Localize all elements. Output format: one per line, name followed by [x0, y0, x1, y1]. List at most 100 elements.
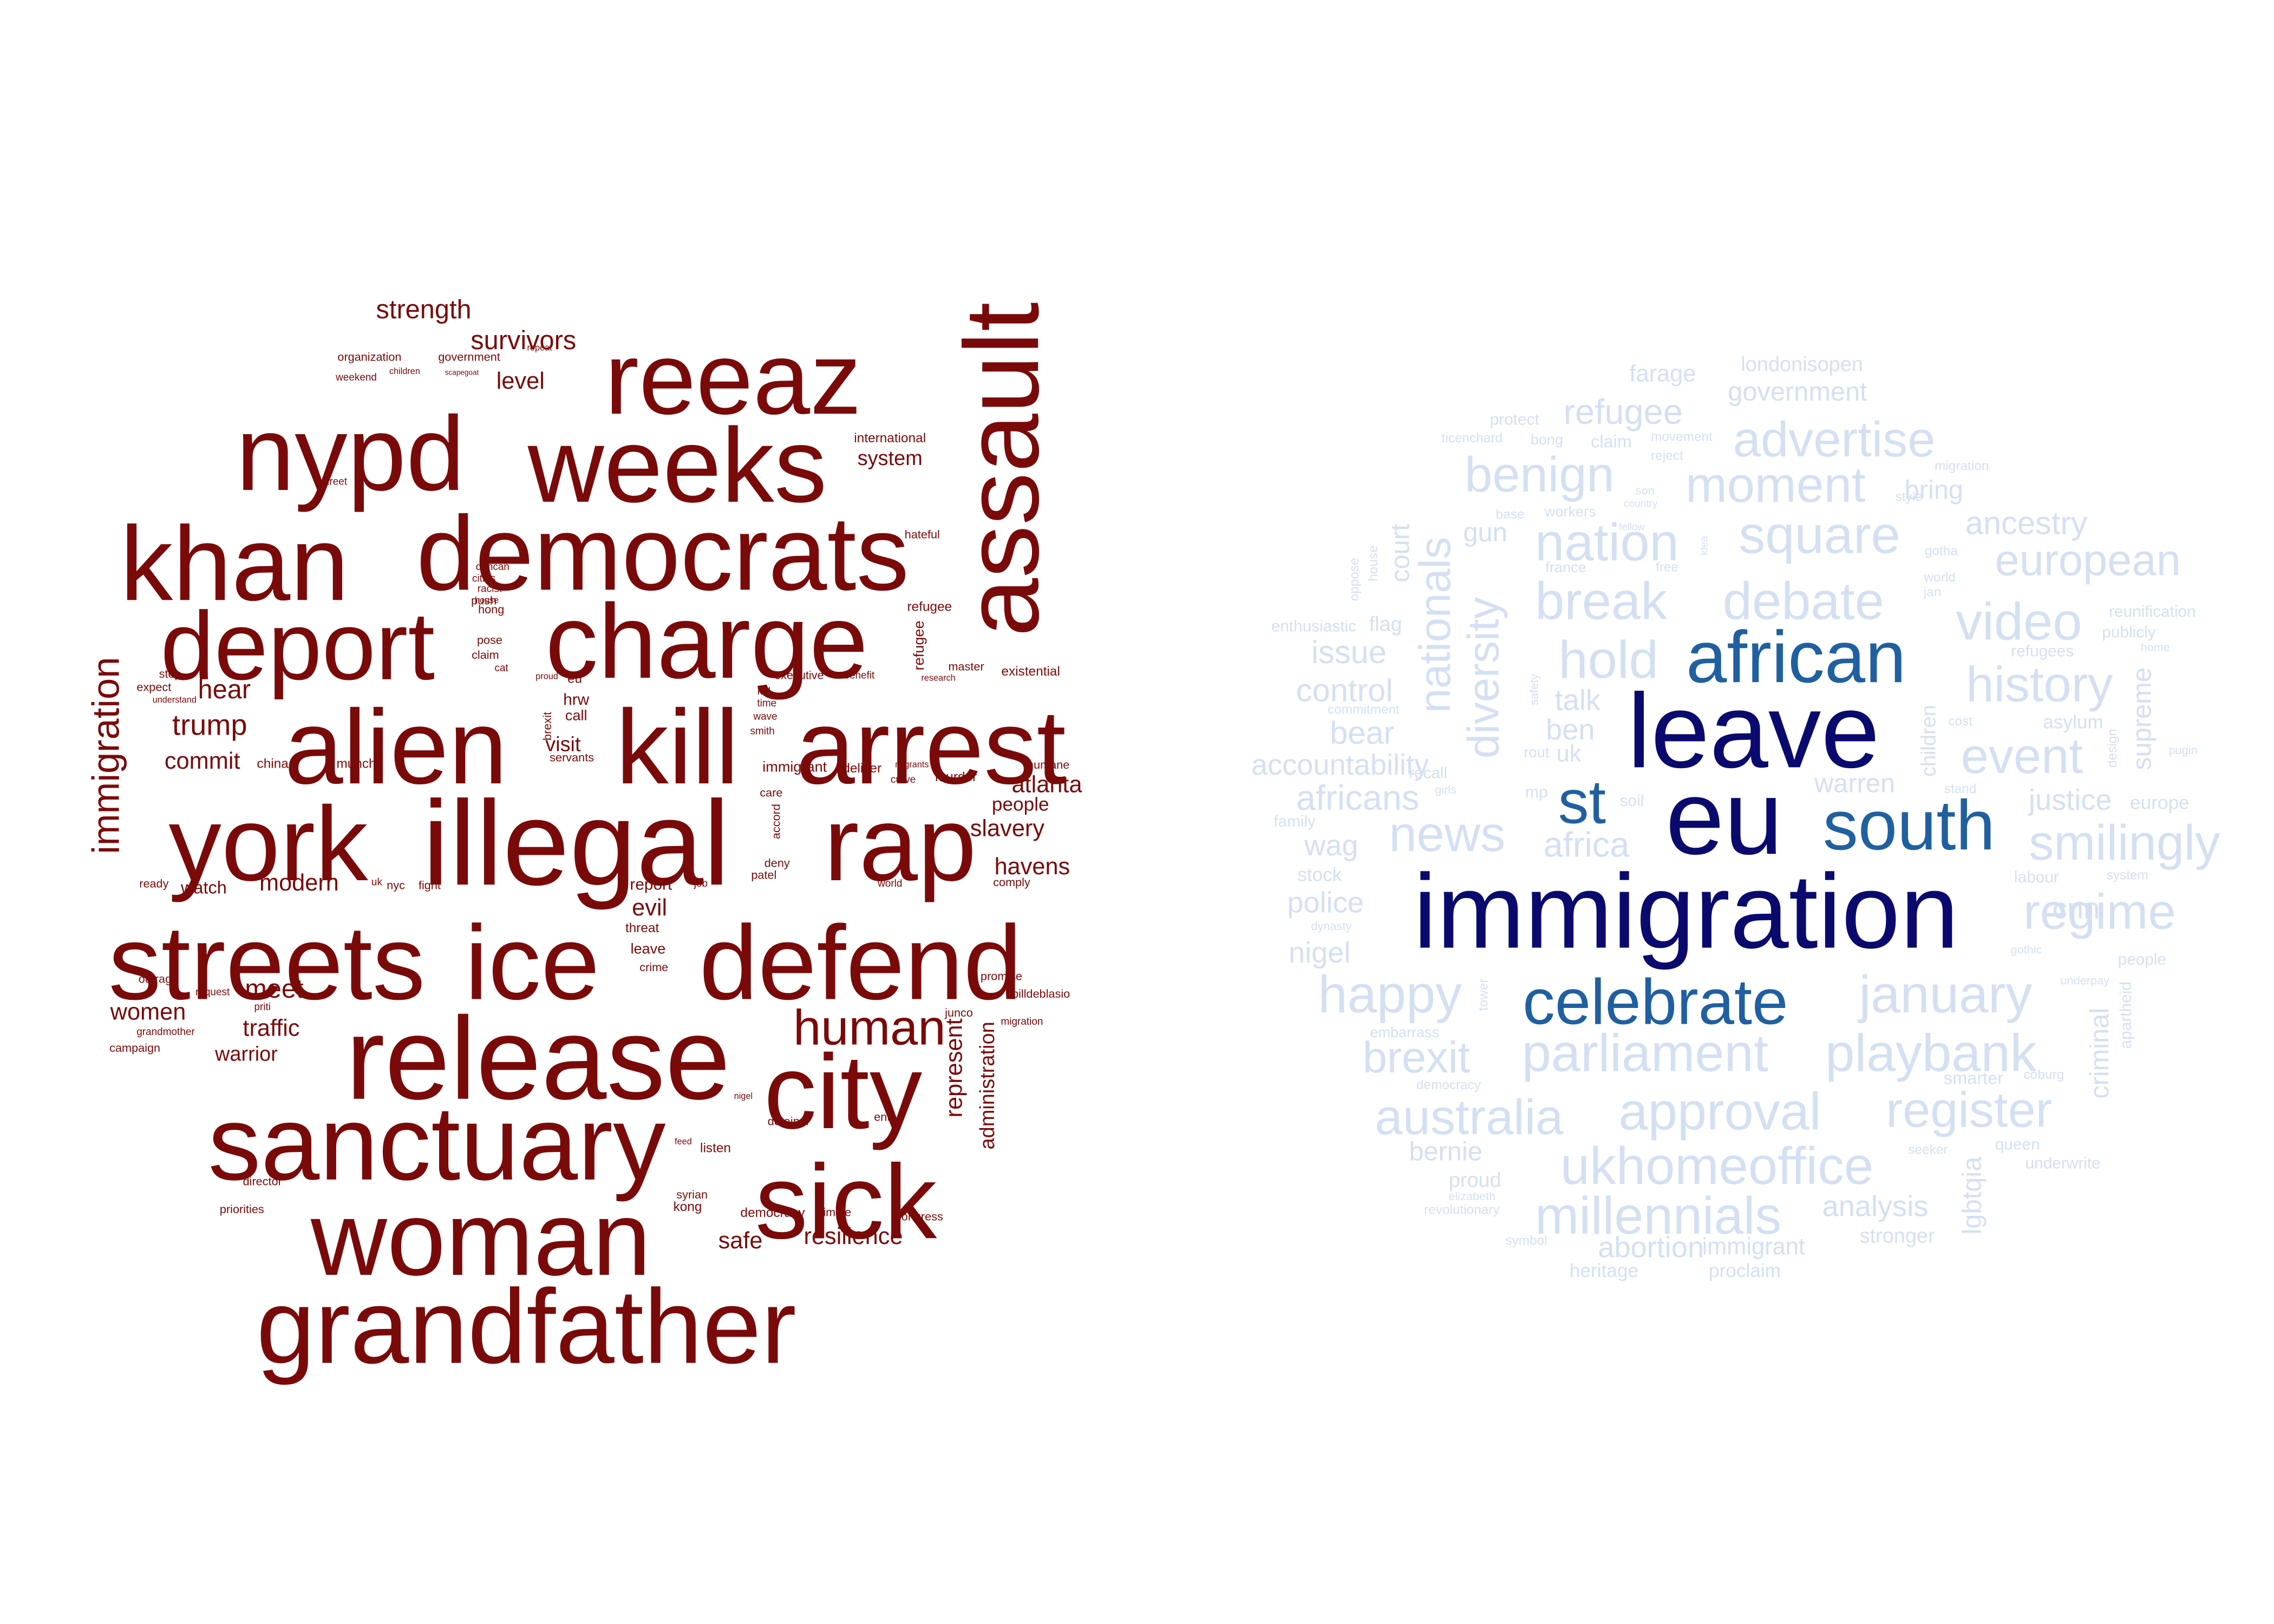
cloud-word: history	[1966, 657, 2113, 713]
cloud-word: streets	[108, 905, 426, 1023]
cloud-word: campaign	[109, 1042, 161, 1055]
cloud-word: organization	[337, 350, 402, 364]
cloud-word: protect	[1489, 411, 1539, 429]
cloud-word: threat	[625, 920, 659, 935]
cloud-word: comply	[993, 875, 1030, 889]
cloud-word: stand	[1944, 781, 1977, 796]
cloud-word: murder	[935, 769, 977, 784]
cloud-word: flag	[1369, 612, 1402, 636]
cloud-word: weeks	[527, 408, 827, 526]
cloud-word: immigrant	[1702, 1235, 1805, 1260]
cloud-word: gun	[1463, 518, 1507, 547]
cloud-word: report	[630, 876, 672, 894]
cloud-word: house	[474, 597, 499, 606]
cloud-word: underpay	[2060, 974, 2109, 987]
cloud-word: servants	[550, 751, 594, 764]
cloud-word: parliament	[1521, 1022, 1768, 1083]
cloud-word: refugee	[907, 599, 952, 614]
cloud-word: democracy	[1416, 1077, 1481, 1092]
cloud-word: workers	[1544, 505, 1596, 521]
cloud-word: ice	[465, 905, 600, 1023]
cloud-word: cities	[472, 574, 496, 585]
cloud-word: home	[2140, 641, 2170, 654]
cloud-word: master	[948, 660, 984, 673]
cloud-word: pose	[476, 633, 502, 647]
cloud-word: farage	[1629, 362, 1696, 388]
cloud-word: woman	[310, 1181, 651, 1299]
cloud-word: warren	[1814, 769, 1896, 798]
cloud-word: call	[565, 708, 587, 725]
cloud-word: proclaim	[1709, 1259, 1781, 1282]
cloud-word: control	[1296, 672, 1393, 709]
cloud-word: fight	[418, 879, 441, 892]
cloud-word: pugin	[2168, 743, 2198, 757]
cloud-word: wave	[753, 712, 777, 723]
cloud-word: kill	[616, 689, 739, 807]
cloud-word: smilingly	[2029, 815, 2220, 872]
cloud-word: base	[1495, 507, 1525, 522]
cloud-word: january	[1859, 964, 2033, 1024]
cloud-word: smith	[750, 726, 775, 737]
cloud-word: rout	[1524, 745, 1550, 762]
cloud-word: eu	[567, 671, 583, 686]
cloud-word: street	[321, 477, 348, 488]
cloud-word: care	[760, 786, 783, 800]
cloud-word: existential	[1001, 664, 1060, 679]
cloud-word: curve	[890, 775, 916, 786]
cloud-word: cnn	[2052, 893, 2100, 926]
cloud-word: proud	[1448, 1168, 1501, 1191]
cloud-word: claim	[1591, 431, 1632, 452]
cloud-word: patel	[751, 868, 777, 882]
cloud-word: talk	[1554, 685, 1600, 718]
cloud-word: evil	[632, 896, 668, 921]
cloud-word: syrian	[676, 1188, 708, 1202]
cloud-word: queen	[1995, 1136, 2040, 1154]
cloud-word: hateful	[904, 528, 940, 541]
cloud-word: humane	[1027, 758, 1070, 772]
cloud-word: people	[991, 793, 1049, 815]
cloud-word: democrats	[416, 495, 910, 613]
cloud-word: benign	[1465, 447, 1615, 503]
cloud-word: moment	[1685, 457, 1866, 514]
cloud-word: news	[1389, 807, 1506, 863]
cloud-word: square	[1739, 505, 1900, 565]
cloud-word: illegal	[422, 777, 730, 911]
cloud-word: gotha	[1924, 543, 1958, 559]
cloud-word: racist	[477, 584, 502, 595]
cloud-word: congress	[895, 1210, 943, 1224]
cloud-word: design	[2105, 729, 2120, 768]
cloud-word: house	[1365, 545, 1381, 581]
cloud-word: arrest	[796, 689, 1066, 807]
cloud-word: event	[1961, 729, 2083, 785]
cloud-word: uk	[1556, 742, 1582, 768]
cloud-word: director	[243, 1175, 282, 1189]
cloud-word: register	[1886, 1082, 2053, 1138]
cloud-word: research	[921, 675, 956, 684]
cloud-word: stop	[159, 667, 181, 681]
cloud-word: happy	[1318, 964, 1462, 1024]
cloud-word: nigel	[734, 1092, 753, 1102]
cloud-word: ben	[1546, 714, 1595, 747]
cloud-word: reeaz	[604, 321, 862, 436]
cloud-word: coburg	[2023, 1067, 2064, 1082]
cloud-word: listen	[700, 1141, 731, 1156]
cloud-word: dynasty	[1311, 920, 1352, 933]
cloud-word: debate	[1722, 571, 1884, 631]
cloud-word: bear	[1330, 714, 1395, 751]
cloud-word: playbank	[1825, 1022, 2037, 1083]
cloud-word: weekend	[336, 373, 377, 384]
cloud-word: publicly	[2102, 624, 2156, 642]
cloud-word: nyc	[387, 879, 406, 892]
cloud-word: migration	[1935, 458, 1989, 473]
cloud-word: underwrite	[2025, 1155, 2101, 1173]
cloud-word: simple	[817, 1206, 852, 1220]
cloud-word: survivors	[471, 325, 577, 355]
cloud-word: watch	[180, 877, 227, 898]
cloud-word: apartheid	[2118, 981, 2136, 1049]
cloud-word: movement	[1651, 429, 1713, 444]
cloud-word: approval	[1618, 1081, 1821, 1142]
cloud-word: soil	[1619, 793, 1644, 811]
cloud-word: smarter	[1943, 1068, 2004, 1089]
